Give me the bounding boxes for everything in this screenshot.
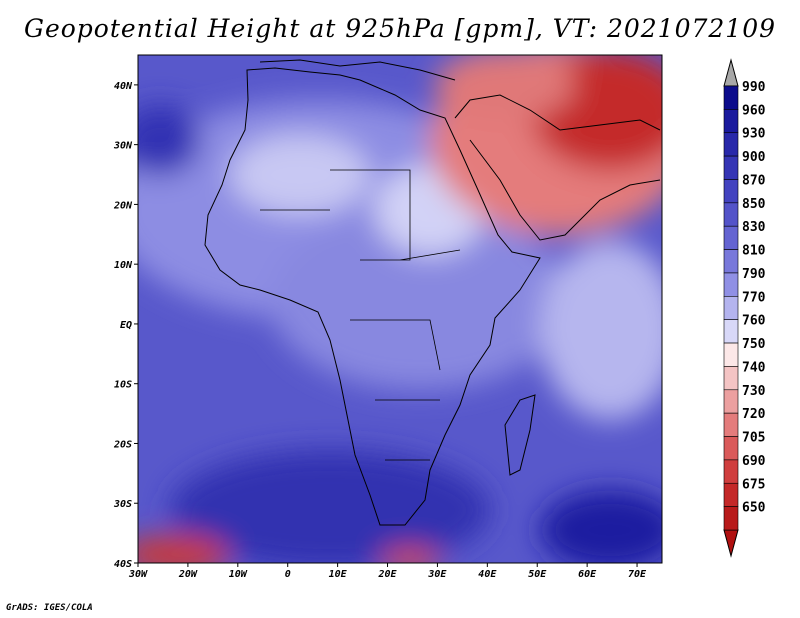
x-tick-label: 0	[285, 569, 291, 580]
x-tick-label: 70E	[628, 569, 647, 580]
colorbar-label: 810	[742, 244, 766, 259]
y-tick-label: EQ	[120, 320, 132, 331]
field-south-atlantic-dark	[170, 450, 490, 563]
field-west-sahara-light	[230, 135, 370, 215]
x-tick-label: 20W	[178, 569, 198, 580]
colorbar-swatch	[723, 482, 739, 507]
colorbar-label: 705	[742, 431, 765, 446]
field-s-low	[380, 548, 440, 563]
colorbar-label: 850	[742, 197, 766, 212]
colorbar-label: 720	[742, 407, 766, 422]
colorbar-swatch	[723, 436, 739, 461]
colorbar-label: 990	[742, 80, 766, 95]
colorbar-swatch	[723, 342, 739, 367]
colorbar-label: 760	[742, 314, 766, 329]
colorbar-label: 730	[742, 384, 766, 399]
colorbar-label: 960	[742, 103, 766, 118]
colorbar-swatch	[723, 109, 739, 134]
field-azores-dark	[138, 105, 200, 175]
colorbar-swatch	[723, 459, 739, 484]
colorbar-swatch	[723, 249, 739, 274]
geopotential-field	[138, 55, 662, 563]
y-tick-label: 20N	[113, 200, 133, 211]
y-tick-label: 30S	[113, 499, 132, 510]
y-tick-label: 30N	[113, 141, 133, 152]
colorbar-label: 740	[742, 360, 766, 375]
colorbar-swatch	[723, 412, 739, 437]
colorbar-swatch	[723, 366, 739, 391]
colorbar-swatch	[723, 202, 739, 227]
colorbar-swatch	[723, 225, 739, 250]
colorbar-label: 930	[742, 127, 766, 142]
colorbar-over-arrow	[723, 58, 739, 87]
x-tick-label: 30W	[128, 569, 148, 580]
colorbar-label: 790	[742, 267, 766, 282]
colorbar-swatch	[723, 85, 739, 110]
plot-frame	[137, 54, 663, 564]
colorbar-label: 830	[742, 220, 766, 235]
x-tick-label: 20E	[377, 569, 397, 580]
field-indian-ocean-light	[540, 240, 662, 420]
asia-coastline	[454, 94, 661, 131]
colorbar: 990 960 930 900 870 850 830 810 790 770 760 750 740 7…	[723, 58, 766, 558]
colorbar-swatch	[723, 389, 739, 414]
colorbar-swatch	[723, 155, 739, 180]
africa-coastline	[204, 67, 541, 526]
colorbar-under-arrow	[723, 529, 739, 558]
y-tick-label: 10S	[114, 380, 132, 391]
y-tick-label: 40N	[114, 81, 133, 92]
y-tick-label: 40S	[114, 559, 132, 570]
country-borders	[260, 169, 461, 461]
x-tick-label: 10E	[329, 569, 348, 580]
field-east-africa-band	[270, 210, 570, 390]
colorbar-label: 770	[742, 290, 766, 305]
colorbar-swatch	[723, 132, 739, 157]
field-sw-low	[138, 535, 230, 563]
colorbar-swatch	[723, 179, 739, 204]
x-tick-label: 30E	[427, 569, 447, 580]
y-tick-label: 20S	[113, 439, 132, 450]
europe-coastline	[259, 59, 456, 81]
colorbar-label: 650	[742, 501, 766, 516]
colorbar-swatch	[723, 319, 739, 344]
x-tick-label: 50E	[528, 569, 547, 580]
colorbar-swatch	[723, 296, 739, 320]
field-levant-low	[435, 55, 575, 120]
colorbar-label: 675	[742, 477, 765, 492]
colorbar-label: 750	[742, 337, 766, 352]
coastlines	[204, 59, 661, 526]
x-tick-label: 40E	[478, 569, 497, 580]
x-tick-label: 60E	[578, 569, 597, 580]
grads-credit: GrADS: IGES/COLA	[6, 603, 93, 613]
colorbar-label: 900	[742, 150, 766, 165]
arabia-coastline	[469, 139, 661, 241]
field-south-indian-dark	[540, 490, 662, 563]
colorbar-swatch	[723, 272, 739, 297]
x-tick-label: 10W	[229, 569, 248, 580]
madagascar-coastline	[504, 394, 536, 476]
colorbar-label: 870	[742, 173, 766, 188]
map-title: Geopotential Height at 925hPa [gpm], VT:…	[23, 14, 777, 43]
x-axis-ticks: 30W 20W 10W 0 10E 20E 30E 40E 50E 60E 70E	[128, 563, 647, 580]
y-axis-ticks: 40N 30N 20N 10N EQ 10S 20S 30S 40S	[113, 81, 138, 570]
colorbar-label: 690	[742, 454, 766, 469]
colorbar-swatch	[723, 506, 739, 531]
y-tick-label: 10N	[114, 260, 133, 271]
